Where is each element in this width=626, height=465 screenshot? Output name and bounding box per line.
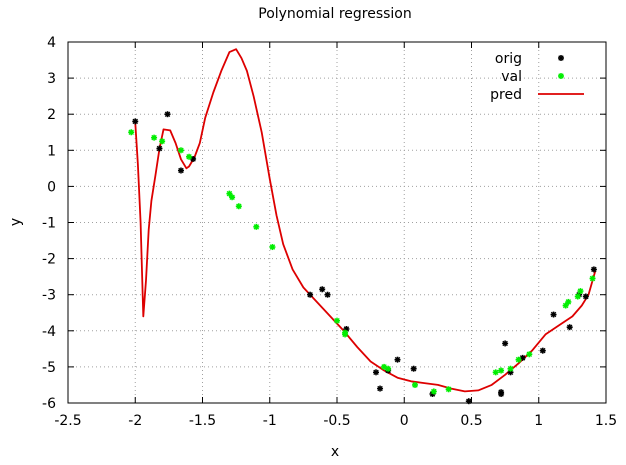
data-point-val	[177, 147, 184, 154]
x-tick-label: -0.5	[323, 413, 350, 429]
data-point-orig	[502, 340, 509, 347]
x-tick-label: 0.5	[460, 413, 482, 429]
data-point-orig	[566, 324, 573, 331]
data-point-orig	[156, 145, 163, 152]
y-tick-label: -3	[42, 288, 56, 304]
data-point-orig	[590, 266, 597, 273]
data-point-val	[492, 369, 499, 376]
data-point-val	[269, 244, 276, 251]
data-point-orig	[394, 356, 401, 363]
legend-swatch-orig	[558, 55, 564, 61]
data-point-val	[385, 365, 392, 372]
data-point-val	[226, 190, 233, 197]
y-tick-label: 0	[47, 179, 56, 195]
data-point-val	[574, 293, 581, 300]
data-point-orig	[177, 167, 184, 174]
data-point-val	[253, 223, 260, 230]
y-tick-label: -2	[42, 252, 56, 268]
data-point-orig	[539, 347, 546, 354]
legend: orig val pred	[490, 51, 584, 103]
x-tick-label: 1	[534, 413, 543, 429]
data-point-val	[565, 298, 572, 305]
legend-label-val: val	[501, 69, 522, 85]
data-point-val	[507, 365, 514, 372]
chart-title: Polynomial regression	[258, 6, 412, 22]
data-point-orig	[164, 111, 171, 118]
data-point-val	[342, 331, 349, 338]
y-axis-label: y	[8, 218, 24, 226]
data-point-orig	[410, 365, 417, 372]
data-point-orig	[324, 291, 331, 298]
data-point-val	[235, 203, 242, 210]
data-point-val	[334, 317, 340, 324]
data-point-val	[526, 351, 533, 358]
y-tick-label: -4	[42, 324, 56, 340]
series-pred-line	[134, 48, 597, 393]
data-point-orig	[498, 390, 505, 397]
legend-label-orig: orig	[495, 51, 522, 67]
x-tick-label: -1.5	[189, 413, 216, 429]
x-tick-label: -1	[263, 413, 277, 429]
data-point-orig	[550, 311, 557, 318]
y-tick-label: 2	[47, 107, 56, 123]
y-tick-label: 3	[47, 71, 56, 87]
axis-ticks: -2.5 -2 -1.5 -1 -0.5 0 0.5 1 1.5 -6 -5 -4 -3 -2 -1 0 1 2 3…	[42, 35, 617, 429]
data-point-val	[445, 386, 452, 393]
y-tick-label: 4	[47, 35, 56, 51]
data-point-val	[498, 367, 505, 374]
data-point-orig	[132, 118, 139, 125]
x-tick-label: 1.5	[595, 413, 617, 429]
series-layer	[128, 48, 597, 405]
data-point-val	[128, 129, 135, 136]
y-tick-label: -1	[42, 216, 56, 232]
y-tick-label: -6	[42, 396, 56, 412]
data-point-val	[159, 138, 166, 145]
y-tick-label: 1	[47, 143, 56, 159]
legend-label-pred: pred	[490, 87, 522, 103]
y-tick-label: -5	[42, 360, 56, 376]
data-point-val	[515, 356, 522, 363]
data-point-val	[229, 194, 236, 201]
series-orig	[132, 111, 597, 405]
data-point-orig	[307, 291, 314, 298]
legend-swatch-val	[558, 73, 564, 79]
data-point-orig	[377, 385, 384, 392]
data-point-val	[430, 388, 437, 395]
x-tick-label: -2.5	[54, 413, 81, 429]
data-point-val	[562, 302, 569, 309]
data-point-orig	[319, 286, 326, 293]
x-tick-label: 0	[400, 413, 409, 429]
data-point-val	[412, 381, 419, 388]
data-point-val	[577, 288, 584, 295]
data-point-orig	[582, 293, 589, 300]
grid-lines	[68, 42, 606, 403]
data-point-val	[151, 134, 158, 141]
x-tick-label: -2	[128, 413, 142, 429]
data-point-orig	[465, 398, 472, 405]
data-point-val	[589, 275, 596, 282]
data-point-orig	[373, 369, 380, 376]
x-axis-label: x	[331, 444, 339, 460]
data-point-val	[186, 153, 193, 160]
series-val	[128, 129, 596, 395]
